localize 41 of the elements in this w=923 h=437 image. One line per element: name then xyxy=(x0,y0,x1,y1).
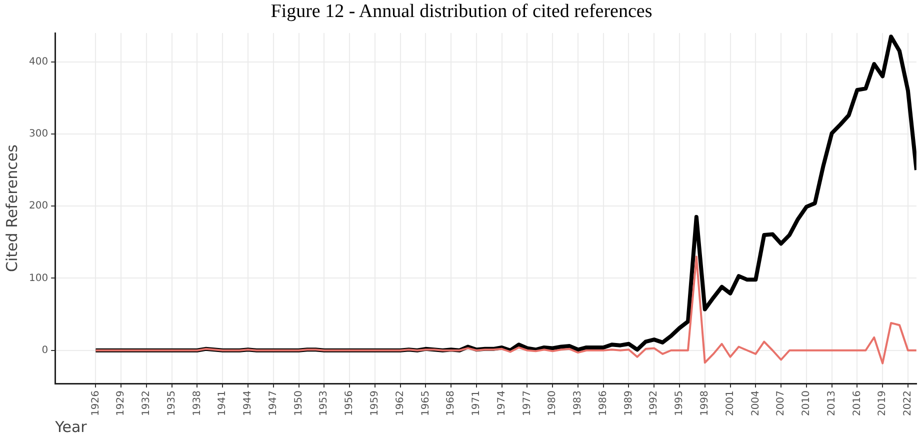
x-tick-label: 2013 xyxy=(826,390,838,416)
x-tick-label: 2001 xyxy=(724,390,736,416)
y-tick-label: 100 xyxy=(28,272,48,284)
x-axis-title: Year xyxy=(54,418,88,436)
x-tick-label: 1992 xyxy=(648,390,660,416)
x-tick-label: 1965 xyxy=(420,390,432,416)
x-tick-label: 1926 xyxy=(90,390,102,416)
y-tick-label: 0 xyxy=(42,344,48,356)
x-tick-label: 1932 xyxy=(141,390,152,416)
x-tick-label: 1935 xyxy=(166,390,178,416)
x-tick-label: 1947 xyxy=(268,390,279,416)
y-axis-title: Cited References xyxy=(2,144,21,272)
y-tick-label: 200 xyxy=(28,200,48,212)
x-tick-label: 1929 xyxy=(116,390,127,416)
x-tick-label: 1980 xyxy=(547,390,558,416)
x-tick-label: 1959 xyxy=(370,390,381,416)
x-tick-label: 1956 xyxy=(344,390,356,416)
x-tick-label: 2022 xyxy=(902,390,914,416)
x-tick-label: 1971 xyxy=(471,390,482,416)
x-tick-label: 2010 xyxy=(801,390,812,416)
x-tick-label: 1983 xyxy=(572,390,584,416)
x-tick-label: 1944 xyxy=(242,390,254,416)
y-tick-label: 400 xyxy=(28,56,48,68)
x-tick-label: 1995 xyxy=(674,390,686,416)
x-tick-label: 1950 xyxy=(293,390,304,416)
x-tick-label: 1986 xyxy=(598,390,609,416)
x-tick-label: 1941 xyxy=(217,390,228,416)
x-tick-label: 2007 xyxy=(776,390,787,416)
y-tick-label: 300 xyxy=(28,128,48,140)
x-tick-label: 1998 xyxy=(699,390,710,416)
x-tick-label: 2004 xyxy=(750,390,762,416)
x-tick-label: 2019 xyxy=(877,390,888,416)
chart-title: Figure 12 - Annual distribution of cited references xyxy=(270,0,654,24)
x-tick-label: 1953 xyxy=(318,390,330,416)
x-tick-label: 1974 xyxy=(496,390,508,416)
x-tick-label: 2016 xyxy=(852,390,863,416)
x-tick-label: 1938 xyxy=(192,390,203,416)
x-tick-label: 1962 xyxy=(394,390,406,416)
x-tick-label: 1968 xyxy=(446,390,457,416)
x-tick-label: 1989 xyxy=(623,390,634,416)
x-tick-label: 1977 xyxy=(522,390,533,416)
